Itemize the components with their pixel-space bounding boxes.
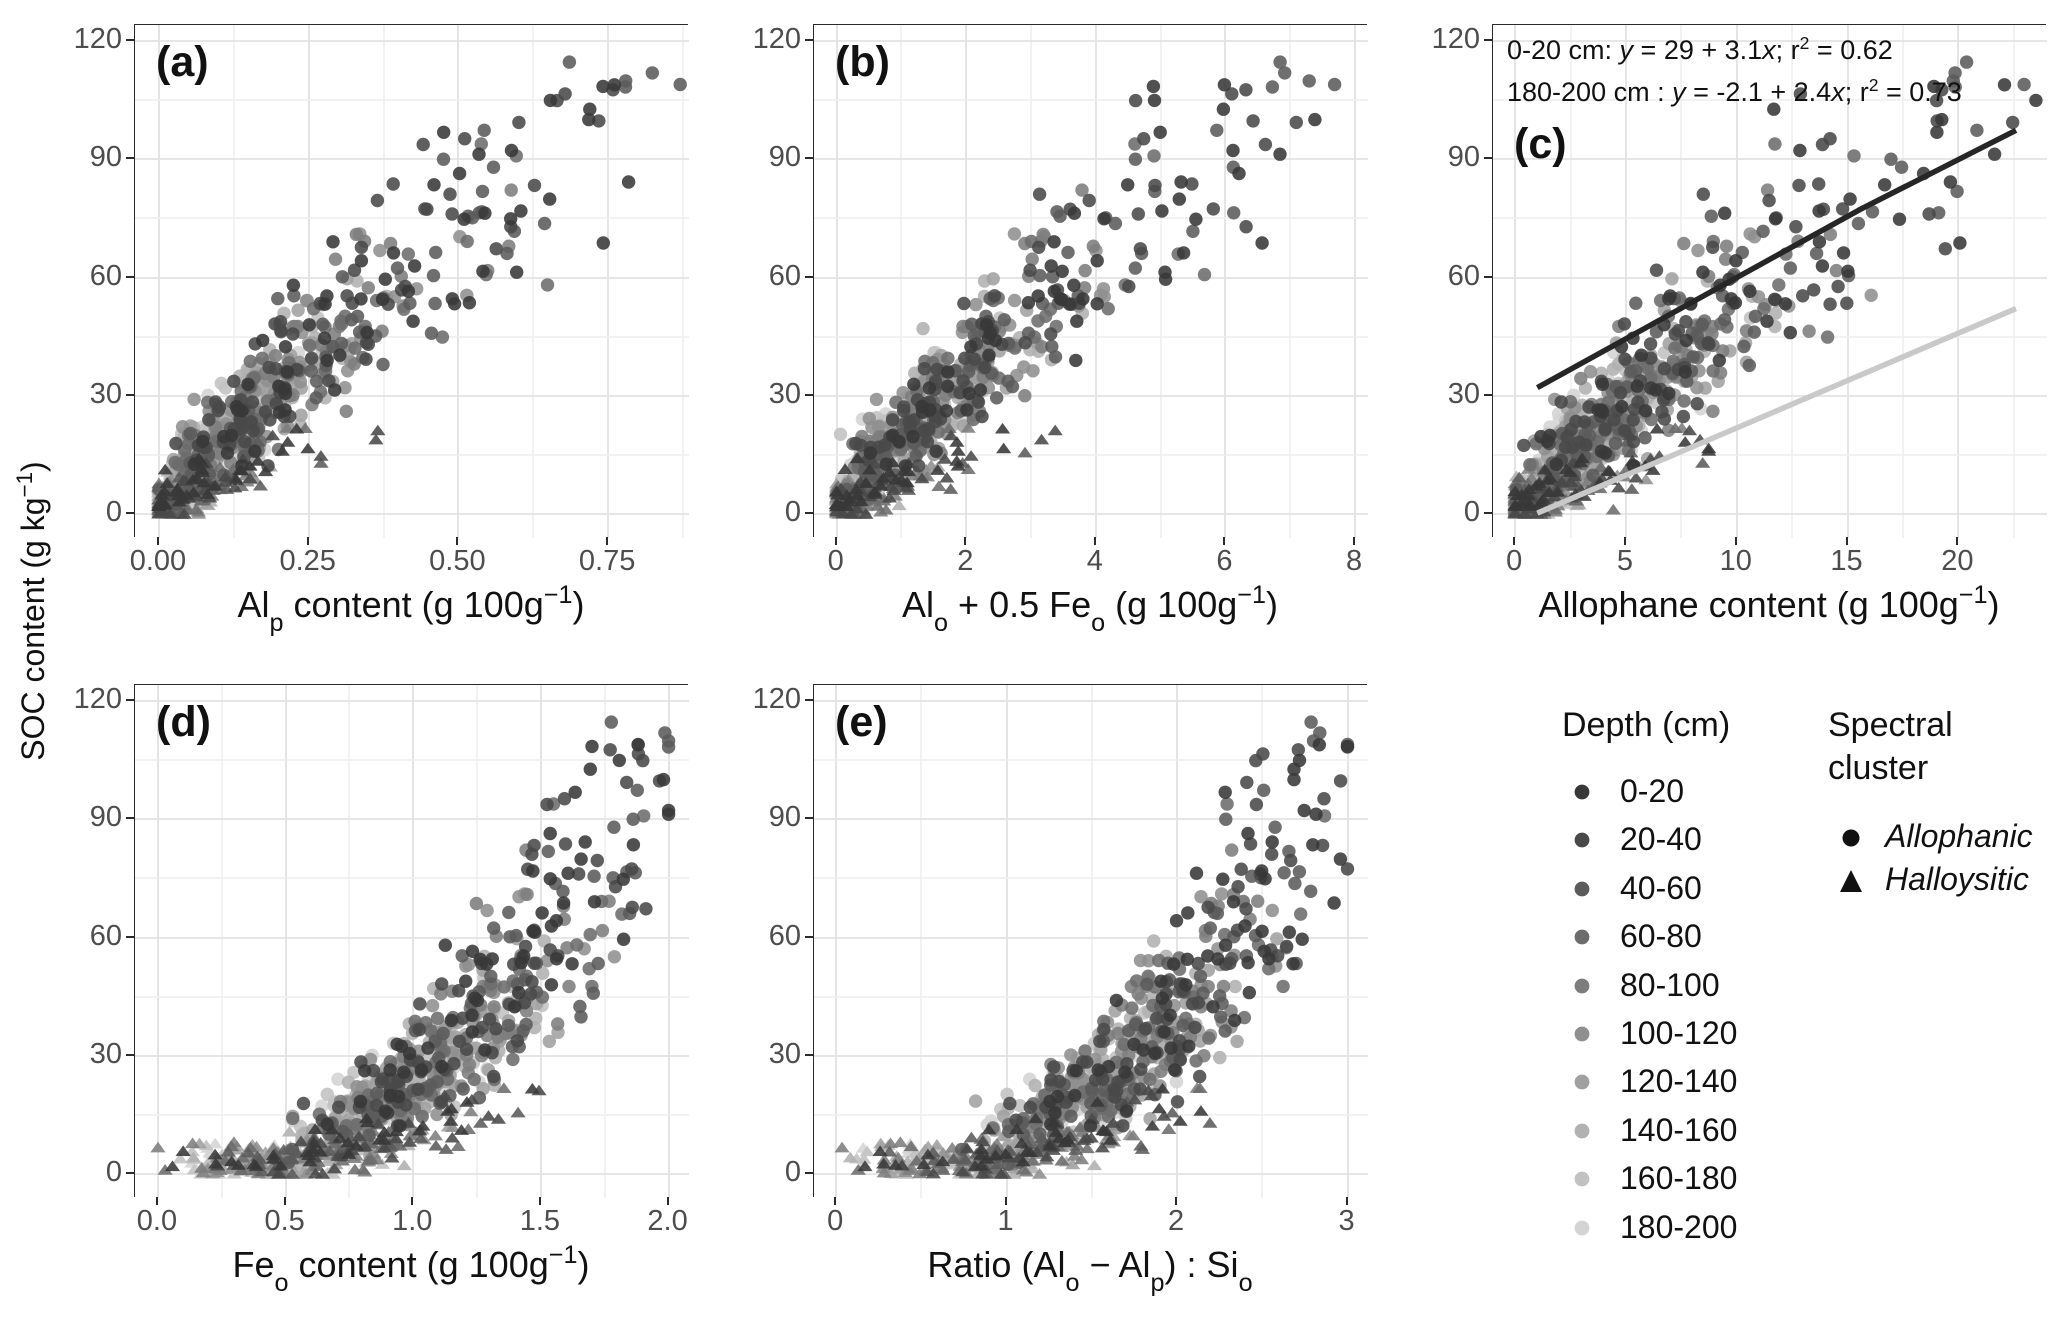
svg-text:Ratio (Alo − Alp) : Sio: Ratio (Alo − Alp) : Sio [927,1244,1252,1297]
svg-text:180-200 cm : y = -2.1 + 2.4x;: 180-200 cm : y = -2.1 + 2.4x; r2 = 0.73 [1507,75,1962,107]
svg-text:Alp content (g 100g−1): Alp content (g 100g−1) [238,581,585,637]
svg-text:0-20 cm: y = 29 + 3.1x; r2 = 0: 0-20 cm: y = 29 + 3.1x; r2 = 0.62 [1507,33,1893,65]
svg-text:SOC content (g kg−1): SOC content (g kg−1) [12,461,52,760]
svg-text:Alo + 0.5 Feo (g 100g−1): Alo + 0.5 Feo (g 100g−1) [902,581,1278,637]
svg-text:Allophane content (g 100g−1): Allophane content (g 100g−1) [1538,581,1999,625]
svg-text:Feo content (g 100g−1): Feo content (g 100g−1) [233,1241,590,1297]
